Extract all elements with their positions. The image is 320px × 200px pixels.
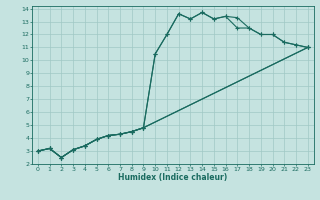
X-axis label: Humidex (Indice chaleur): Humidex (Indice chaleur) [118,173,228,182]
